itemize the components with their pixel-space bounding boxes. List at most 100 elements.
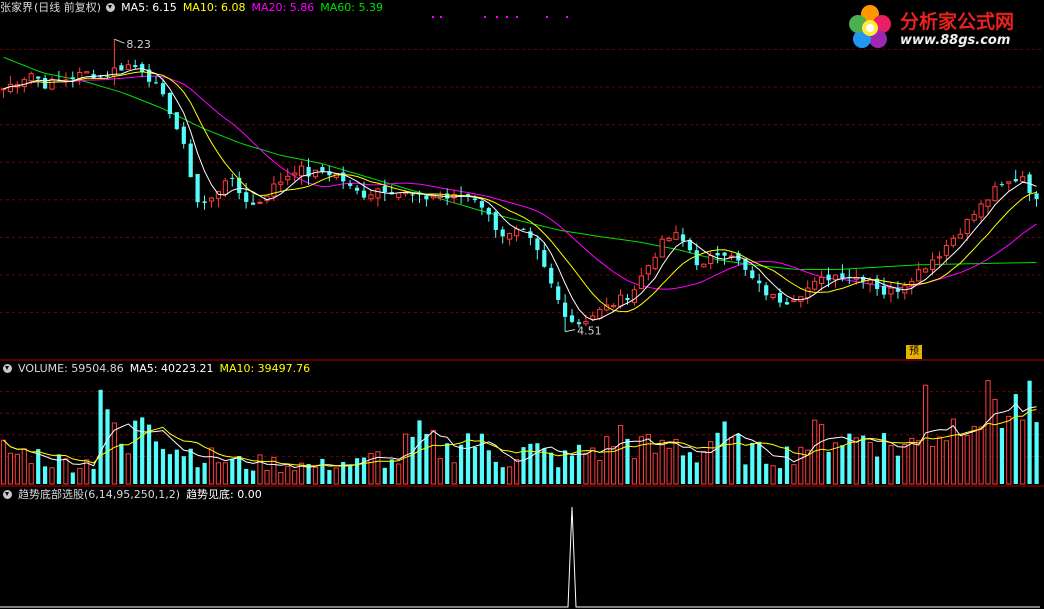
candle-body — [625, 298, 630, 301]
candle-body — [757, 280, 762, 284]
candle-body — [770, 293, 776, 298]
legend-vol-ma10: MA10: 39497.76 — [219, 362, 311, 375]
candle-body — [576, 322, 582, 325]
candle-body — [791, 299, 797, 303]
candle-body — [673, 232, 679, 240]
candle-body — [832, 274, 839, 281]
volume-bar — [215, 462, 222, 485]
volume-bar — [694, 462, 699, 484]
volume-bar — [569, 455, 575, 484]
volume-bar — [1034, 422, 1039, 484]
candle-body — [694, 250, 699, 266]
site-logo[interactable]: 分析家公式网 www.88gs.com — [842, 2, 1042, 54]
volume-bar — [153, 441, 159, 484]
volume-bar — [923, 384, 929, 485]
chevron-down-icon[interactable] — [3, 364, 12, 373]
volume-header: VOLUME: 59504.86 MA5: 40223.21 MA10: 39497… — [0, 362, 316, 376]
candle-body — [528, 231, 533, 238]
volume-bar — [98, 389, 103, 484]
volume-bar — [618, 425, 624, 485]
legend-ma20: MA20: 5.86 — [251, 1, 315, 14]
volume-bar — [7, 452, 13, 485]
candle-body — [549, 267, 554, 284]
volume-bar — [715, 432, 720, 484]
volume-bar — [14, 453, 20, 485]
volume-bar — [396, 463, 402, 485]
candle-body — [222, 180, 229, 195]
legend-ma60: MA60: 5.39 — [320, 1, 383, 14]
candle-body — [563, 302, 568, 317]
volume-bar — [853, 437, 859, 485]
candlesticks — [0, 39, 1039, 332]
candle-body — [743, 258, 748, 270]
candle-body — [285, 175, 291, 181]
chevron-down-icon[interactable] — [3, 490, 12, 499]
candle-body — [923, 268, 929, 273]
candle-body — [590, 315, 596, 320]
candle-body — [472, 198, 478, 201]
candle-body — [764, 285, 769, 296]
volume-bar — [680, 455, 686, 484]
volume-bar — [36, 449, 41, 484]
candle-body — [964, 218, 970, 235]
candle-body — [618, 294, 624, 307]
logo-title: 分析家公式网 — [900, 11, 1015, 33]
candle-body — [0, 88, 7, 91]
candle-body — [826, 274, 831, 281]
volume-bar — [237, 456, 242, 484]
volume-bar — [645, 433, 651, 485]
candle-body — [153, 82, 159, 84]
candle-body — [597, 308, 603, 319]
volume-bar — [91, 468, 96, 484]
forecast-badge[interactable]: 预 — [906, 345, 922, 359]
volume-bar — [528, 443, 533, 484]
volume-bar — [430, 429, 436, 485]
candle-body — [208, 197, 215, 202]
volume-bar — [992, 398, 998, 485]
volume-bar — [673, 438, 679, 485]
candle-body — [375, 188, 381, 199]
volume-bar — [978, 426, 984, 485]
signal-line — [0, 506, 1040, 608]
volume-bar — [445, 443, 450, 484]
volume-bar — [271, 456, 277, 485]
volume-bar — [306, 464, 311, 484]
candle-body — [312, 169, 319, 178]
volume-bar — [764, 463, 769, 484]
chevron-down-icon[interactable] — [106, 3, 116, 12]
candle-body — [299, 165, 305, 177]
candle-body — [278, 181, 284, 185]
volume-bar — [21, 448, 27, 485]
volume-bar — [147, 424, 152, 484]
volume-bar — [736, 433, 741, 484]
volume-bar — [909, 437, 915, 485]
candle-body — [569, 315, 575, 322]
future-marker — [516, 16, 518, 18]
candle-body — [382, 186, 387, 193]
candle-body — [21, 78, 27, 88]
volume-bar — [659, 439, 665, 485]
volume-bar — [333, 467, 339, 485]
annotation-label: 8.23 — [126, 38, 150, 51]
volume-bar — [437, 458, 443, 485]
legend-ma5: MA5: 6.15 — [121, 1, 177, 14]
volume-bar — [244, 468, 249, 484]
candle-body — [417, 193, 422, 195]
volume-bar — [832, 442, 839, 485]
candle-body — [950, 237, 956, 246]
volume-bar — [563, 450, 568, 484]
candle-body — [1034, 193, 1039, 200]
annotation-label: 4.51 — [577, 325, 602, 338]
volume-bar — [1006, 415, 1012, 485]
logo-url: www.88gs.com — [900, 33, 1011, 48]
ma10-line — [3, 71, 1037, 313]
candle-body — [895, 289, 900, 292]
volume-bar — [375, 451, 381, 485]
candle-body — [1013, 179, 1018, 182]
candle-body — [985, 199, 991, 207]
volume-bar — [666, 447, 672, 485]
price-header: 张家界(日线 前复权) MA5: 6.15 MA10: 6.08 MA20: 5.86… — [0, 1, 389, 15]
indicator-header: 趋势底部选股(6,14,95,250,1,2) 趋势见底: 0.00 — [0, 488, 268, 502]
candle-body — [659, 238, 665, 258]
